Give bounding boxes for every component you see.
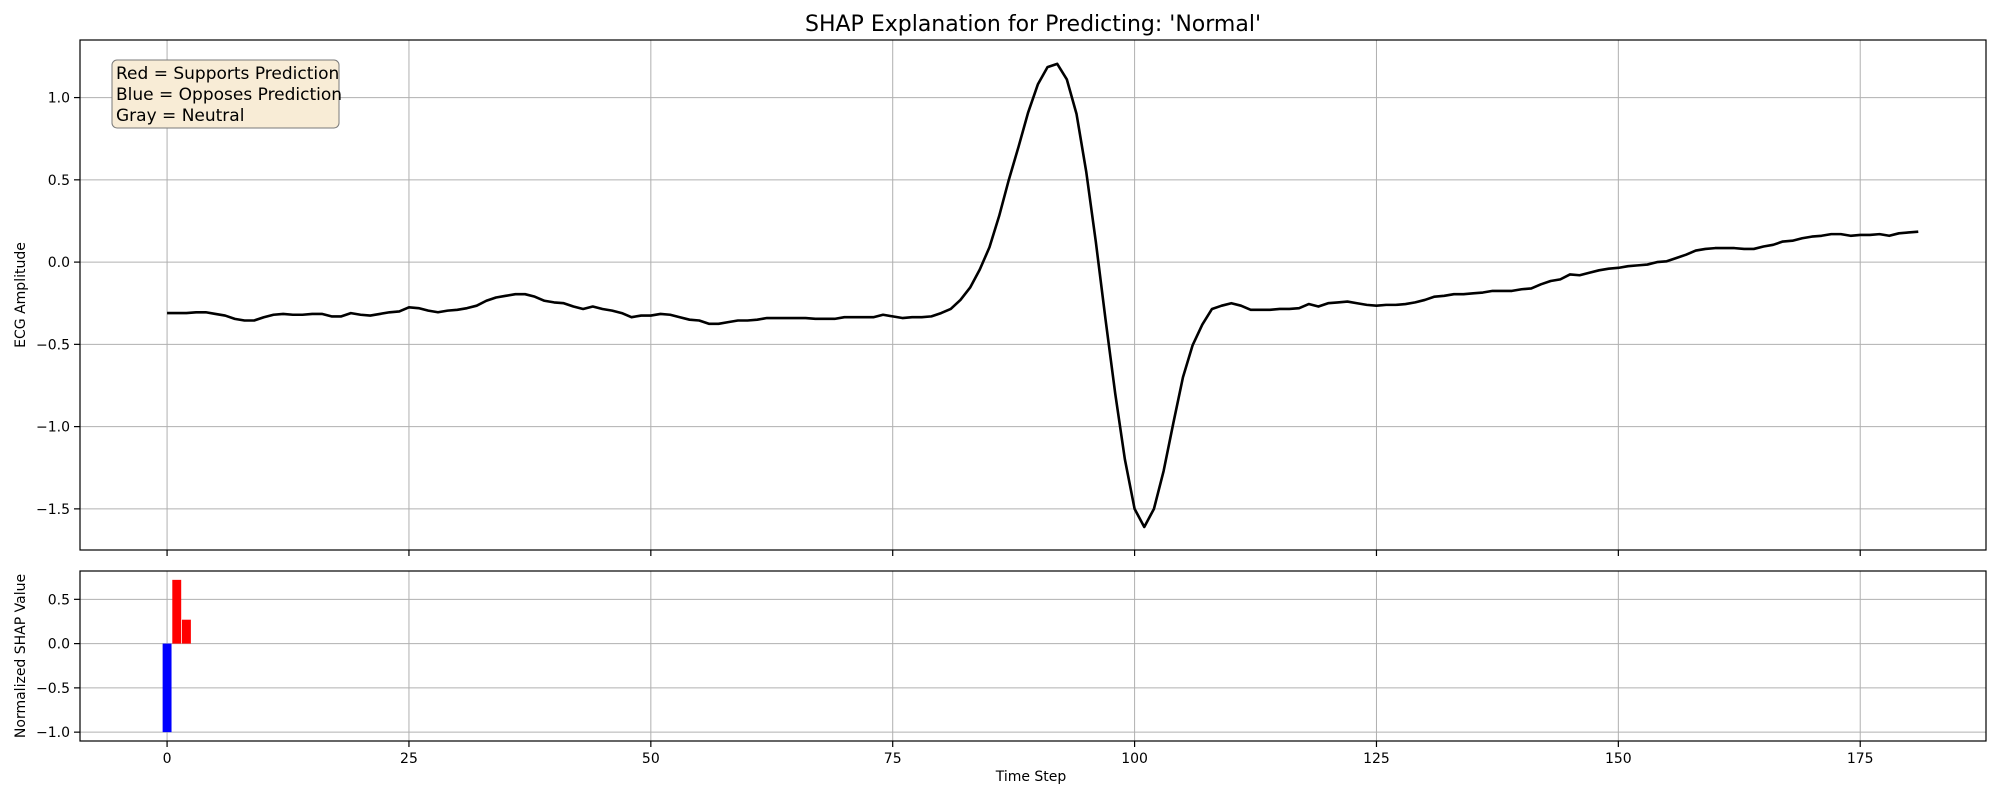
chart-title: SHAP Explanation for Predicting: 'Normal… bbox=[805, 12, 1261, 37]
ecg-x-ticks bbox=[166, 550, 1861, 556]
shap-x-tick-label: 50 bbox=[642, 751, 660, 767]
legend-line-blue: Blue = Opposes Prediction bbox=[116, 85, 342, 105]
ecg-y-tick-label: −1.5 bbox=[36, 502, 70, 518]
shap-bar bbox=[172, 579, 182, 644]
shap-x-tick-label: 0 bbox=[163, 751, 172, 767]
ecg-y-tick-label: −1.0 bbox=[36, 420, 70, 436]
ecg-signal-line bbox=[167, 62, 1919, 529]
shap-panel: −1.0 −0.5 0.0 0.5 0 25 50 75 100 125 150 175 Norma… bbox=[13, 570, 1987, 785]
shap-y-tick-label: −0.5 bbox=[36, 681, 70, 697]
shap-x-tick-label: 25 bbox=[400, 751, 418, 767]
legend-line-gray: Gray = Neutral bbox=[116, 106, 244, 126]
shap-x-tick-label: 125 bbox=[1363, 751, 1390, 767]
shap-bars bbox=[162, 579, 191, 733]
ecg-gridlines bbox=[80, 40, 1986, 550]
shap-bar bbox=[162, 643, 172, 733]
shap-y-axis-label: Normalized SHAP Value bbox=[13, 574, 29, 738]
shap-bar bbox=[181, 619, 191, 644]
shap-x-ticks: 0 25 50 75 100 125 150 175 bbox=[163, 741, 1874, 767]
shap-y-tick-label: 0.5 bbox=[48, 592, 70, 608]
shap-axes-frame bbox=[79, 570, 1987, 742]
ecg-axes-frame bbox=[79, 39, 1987, 551]
ecg-y-tick-label: 0.0 bbox=[48, 255, 70, 271]
shap-y-tick-label: −1.0 bbox=[36, 725, 70, 741]
shap-x-tick-label: 75 bbox=[884, 751, 902, 767]
ecg-y-ticks: −1.5 −1.0 −0.5 0.0 0.5 1.0 bbox=[36, 91, 80, 518]
ecg-panel: −1.5 −1.0 −0.5 0.0 0.5 1.0 ECG Amplitude Red … bbox=[13, 39, 1987, 556]
ecg-y-tick-label: 1.0 bbox=[48, 91, 70, 107]
ecg-y-axis-label: ECG Amplitude bbox=[13, 242, 29, 348]
shap-y-tick-label: 0.0 bbox=[48, 637, 70, 653]
legend-background bbox=[111, 59, 340, 129]
legend-box: Red = Supports Prediction Blue = Opposes… bbox=[111, 59, 342, 129]
shap-x-tick-label: 100 bbox=[1121, 751, 1148, 767]
legend-line-red: Red = Supports Prediction bbox=[116, 64, 339, 84]
shap-x-tick-label: 150 bbox=[1605, 751, 1632, 767]
ecg-y-tick-label: −0.5 bbox=[36, 337, 70, 353]
shap-gridlines bbox=[80, 571, 1986, 741]
x-axis-label: Time Step bbox=[995, 769, 1067, 785]
ecg-y-tick-label: 0.5 bbox=[48, 173, 70, 189]
shap-y-ticks: −1.0 −0.5 0.0 0.5 bbox=[36, 592, 80, 741]
shap-x-tick-label: 175 bbox=[1847, 751, 1874, 767]
